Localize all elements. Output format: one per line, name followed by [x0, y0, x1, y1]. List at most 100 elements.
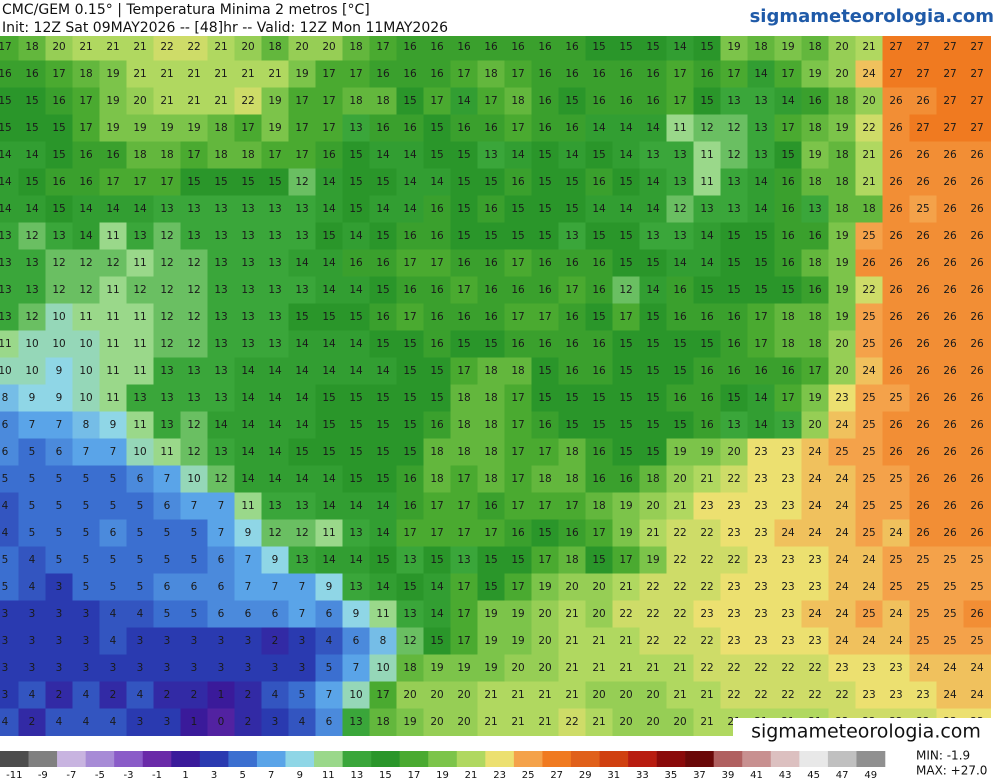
temperature-cell — [882, 222, 910, 250]
temperature-value: 21 — [511, 689, 524, 701]
temperature-cell — [72, 492, 100, 520]
temperature-value: 14 — [376, 365, 390, 377]
colorbar-swatch — [456, 751, 486, 767]
temperature-value: 15 — [457, 203, 470, 215]
temperature-value: 15 — [25, 176, 38, 188]
temperature-cell — [18, 573, 46, 601]
temperature-cell — [153, 627, 181, 655]
temperature-cell — [0, 654, 19, 682]
temperature-value: 17 — [106, 176, 119, 188]
temperature-cell — [180, 60, 208, 88]
temperature-value: 16 — [484, 203, 498, 215]
temperature-cell — [693, 492, 721, 520]
temperature-cell — [585, 168, 613, 196]
temperature-value: 15 — [376, 392, 389, 404]
temperature-value: 11 — [106, 284, 119, 296]
temperature-cell — [45, 276, 73, 304]
temperature-cell — [477, 519, 505, 547]
temperature-value: 3 — [299, 662, 306, 674]
temperature-value: 20 — [133, 95, 146, 107]
temperature-cell — [0, 681, 19, 709]
temperature-cell — [207, 519, 235, 547]
temperature-cell — [315, 627, 343, 655]
temperature-value: 6 — [218, 554, 225, 566]
temperature-cell — [585, 519, 613, 547]
temperature-value: 26 — [970, 500, 984, 512]
temperature-cell — [369, 195, 397, 223]
temperature-cell — [909, 195, 937, 223]
temperature-value: 13 — [700, 203, 713, 215]
temperature-cell — [666, 249, 694, 277]
temperature-value: 24 — [835, 473, 849, 485]
temperature-value: 20 — [430, 716, 443, 728]
temperature-value: 15 — [457, 338, 470, 350]
temperature-value: 14 — [646, 203, 660, 215]
temperature-cell — [342, 600, 370, 628]
temperature-cell — [234, 492, 262, 520]
colorbar-swatch — [656, 751, 686, 767]
temperature-value: 21 — [511, 716, 524, 728]
temperature-value: 23 — [754, 635, 767, 647]
temperature-value: 16 — [376, 68, 390, 80]
temperature-value: 23 — [727, 608, 740, 620]
temperature-value: 12 — [727, 122, 740, 134]
temperature-cell — [585, 384, 613, 412]
temperature-cell — [450, 600, 478, 628]
temperature-value: 21 — [187, 95, 200, 107]
temperature-value: 15 — [403, 95, 416, 107]
temperature-value: 25 — [943, 581, 956, 593]
temperature-value: 19 — [727, 41, 740, 53]
temperature-value: 26 — [970, 338, 984, 350]
temperature-value: 13 — [268, 230, 281, 242]
temperature-cell — [342, 438, 370, 466]
temperature-cell — [774, 249, 802, 277]
temperature-value: 13 — [214, 284, 227, 296]
temperature-cell — [342, 546, 370, 574]
temperature-cell — [234, 60, 262, 88]
temperature-cell — [369, 546, 397, 574]
temperature-cell — [45, 627, 73, 655]
temperature-value: 13 — [214, 203, 227, 215]
temperature-cell — [18, 168, 46, 196]
temperature-cell — [234, 465, 262, 493]
temperature-cell — [99, 438, 127, 466]
temperature-cell — [261, 492, 289, 520]
temperature-value: 24 — [808, 446, 822, 458]
temperature-value: 5 — [164, 554, 171, 566]
temperature-cell — [423, 357, 451, 385]
colorbar-swatch — [371, 751, 400, 767]
temperature-value: 22 — [700, 581, 713, 593]
temperature-value: 18 — [835, 176, 848, 188]
temperature-cell — [774, 60, 802, 88]
temperature-value: 16 — [511, 176, 525, 188]
temperature-value: 6 — [353, 635, 360, 647]
temperature-cell — [342, 384, 370, 412]
colorbar-label: 3 — [211, 770, 217, 780]
temperature-value: 25 — [862, 446, 875, 458]
temperature-value: 3 — [29, 608, 36, 620]
temperature-value: 18 — [835, 203, 848, 215]
temperature-value: 26 — [916, 527, 930, 539]
temperature-value: 26 — [943, 392, 957, 404]
temperature-value: 19 — [808, 149, 821, 161]
temperature-value: 20 — [538, 662, 551, 674]
temperature-cell — [126, 600, 154, 628]
temperature-cell — [909, 654, 937, 682]
temperature-cell — [450, 627, 478, 655]
temperature-value: 23 — [700, 608, 713, 620]
temperature-value: 12 — [160, 257, 173, 269]
temperature-value: 6 — [272, 608, 279, 620]
temperature-cell — [396, 249, 424, 277]
temperature-value: 15 — [646, 311, 659, 323]
temperature-cell — [450, 708, 478, 736]
temperature-cell — [396, 33, 424, 61]
temperature-cell — [153, 357, 181, 385]
temperature-value: 17 — [511, 68, 524, 80]
temperature-value: 13 — [727, 95, 740, 107]
temperature-value: 15 — [592, 41, 605, 53]
temperature-cell — [693, 168, 721, 196]
temperature-cell — [126, 654, 154, 682]
temperature-value: 21 — [700, 473, 713, 485]
temperature-cell — [909, 681, 937, 709]
temperature-value: 15 — [538, 176, 551, 188]
